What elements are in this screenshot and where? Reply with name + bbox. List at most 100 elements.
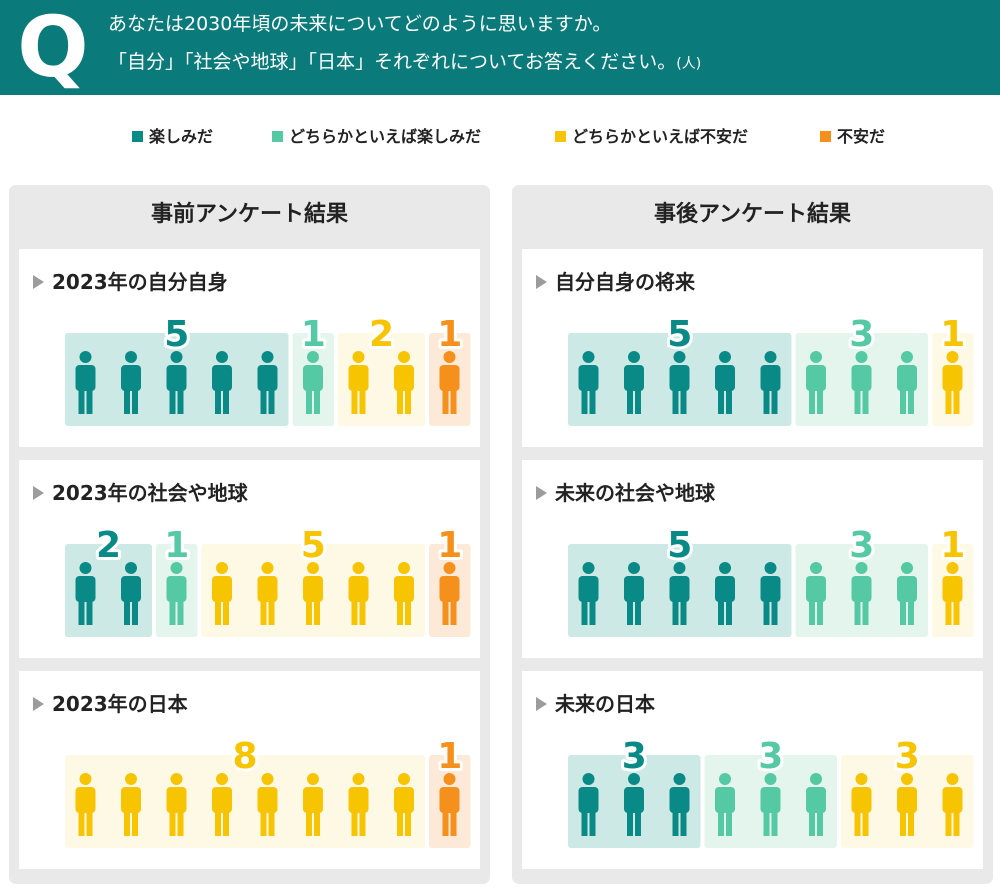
legend-item-somewhat-tanoshimi: どちらかといえば楽しみだ [272, 125, 481, 149]
person-icon [760, 351, 781, 414]
person-icon [806, 773, 826, 836]
chart-card-2: 2 1 5 1 2023年の社会や地球 [19, 460, 480, 658]
legend-label-somewhat-tanoshimi: どちらかといえば楽しみだ [289, 127, 482, 146]
chart-title-text-6: 未来の日本 [555, 692, 655, 716]
person-icon [166, 351, 187, 414]
legend-swatch-somewhat-tanoshimi [272, 130, 283, 142]
person-icon [75, 351, 96, 414]
legend-label-tanoshimi: 楽しみだ [149, 127, 214, 146]
person-icon [121, 562, 141, 625]
triangle-icon [33, 275, 44, 289]
person-icon [851, 562, 872, 625]
person-icon [578, 773, 599, 836]
pictogram-chart-2: 2 1 5 1 [65, 522, 471, 637]
data-label-somewhat-fuan: 3 [895, 736, 920, 777]
data-label-fuan: 1 [437, 314, 462, 355]
chart-title-text-2: 2023年の社会や地球 [52, 481, 248, 505]
person-icon [257, 773, 278, 836]
legend-item-tanoshimi: 楽しみだ [132, 125, 213, 149]
legend: 楽しみだ どちらかといえば楽しみだ どちらかといえば不安だ 不安だ [0, 125, 1000, 149]
legend-item-somewhat-fuan: どちらかといえば不安だ [555, 125, 748, 149]
person-icon [348, 773, 369, 836]
question-line-2: 「自分」「社会や地球」「日本」それぞれについてお答えください。(人) [108, 49, 701, 77]
person-icon [897, 773, 917, 836]
data-label-somewhat-fuan: 5 [301, 525, 326, 566]
bar-group-somewhat-tanoshimi: 1 [292, 311, 334, 426]
person-icon [75, 562, 96, 625]
triangle-icon [536, 697, 547, 711]
bar-group-tanoshimi: 3 [568, 733, 701, 848]
bar-group-somewhat-tanoshimi: 1 [156, 522, 198, 637]
triangle-icon [33, 486, 44, 500]
chart-title-text-1: 2023年の自分自身 [52, 270, 228, 294]
data-label-somewhat-tanoshimi: 3 [758, 736, 783, 777]
person-icon [942, 351, 963, 414]
person-icon [715, 562, 735, 625]
question-unit: (人) [676, 56, 702, 72]
pre-survey-title: 事前アンケート結果 [150, 202, 349, 227]
person-icon [257, 562, 278, 625]
legend-label-somewhat-fuan: どちらかといえば不安だ [572, 127, 749, 146]
data-label-tanoshimi: 5 [667, 314, 692, 355]
chart-card-4: 5 3 1 自分自身の将来 [522, 249, 983, 447]
chart-title-6: 未来の日本 [536, 690, 655, 718]
person-icon [760, 773, 781, 836]
chart-title-text-4: 自分自身の将来 [555, 270, 695, 294]
data-label-fuan: 1 [437, 736, 462, 777]
person-icon [439, 351, 460, 414]
data-label-tanoshimi: 2 [96, 525, 121, 566]
chart-card-1: 5 1 2 1 2023年の自分自身 [19, 249, 480, 447]
chart-title-2: 2023年の社会や地球 [33, 479, 248, 507]
person-icon [942, 562, 963, 625]
bar-group-somewhat-fuan: 5 [201, 522, 425, 637]
person-icon [578, 351, 599, 414]
person-icon [669, 562, 690, 625]
person-icon [303, 562, 323, 625]
triangle-icon [536, 486, 547, 500]
data-label-somewhat-fuan: 2 [369, 314, 394, 355]
person-icon [439, 773, 460, 836]
bar-group-tanoshimi: 5 [568, 311, 792, 426]
person-icon [394, 351, 414, 414]
person-icon [348, 562, 369, 625]
pictogram-chart-5: 5 3 1 [568, 522, 974, 637]
person-icon [166, 773, 187, 836]
person-icon [624, 562, 644, 625]
legend-swatch-tanoshimi [132, 130, 143, 142]
person-icon [394, 773, 414, 836]
bar-group-somewhat-tanoshimi: 3 [795, 522, 928, 637]
person-icon [624, 773, 644, 836]
bar-group-somewhat-fuan: 2 [338, 311, 425, 426]
question-line-1: あなたは2030年頃の未来についてどのように思いますか。 [108, 13, 612, 35]
q-mark: Q [17, 0, 89, 96]
bar-group-somewhat-fuan: 8 [65, 733, 425, 848]
bar-group-fuan: 1 [429, 733, 471, 848]
chart-title-text-5: 未来の社会や地球 [555, 481, 715, 505]
person-icon [212, 562, 232, 625]
bar-group-somewhat-fuan: 3 [841, 733, 974, 848]
person-icon [121, 351, 141, 414]
bar-group-tanoshimi: 5 [568, 522, 792, 637]
bar-group-somewhat-fuan: 1 [932, 522, 974, 637]
pictogram-chart-1: 5 1 2 1 [65, 311, 471, 426]
chart-card-5: 5 3 1 未来の社会や地球 [522, 460, 983, 658]
person-icon [439, 562, 460, 625]
bar-group-somewhat-fuan: 1 [932, 311, 974, 426]
bar-group-somewhat-tanoshimi: 3 [704, 733, 837, 848]
data-label-somewhat-tanoshimi: 1 [164, 525, 189, 566]
person-icon [806, 351, 826, 414]
data-label-somewhat-tanoshimi: 3 [849, 525, 874, 566]
data-label-somewhat-fuan: 1 [940, 314, 965, 355]
pictogram-chart-6: 3 3 3 [568, 733, 974, 848]
bar-somewhat-fuan [65, 755, 425, 848]
person-icon [897, 562, 917, 625]
person-icon [212, 773, 232, 836]
bar-group-fuan: 1 [429, 311, 471, 426]
legend-label-fuan: 不安だ [837, 127, 886, 146]
chart-title-5: 未来の社会や地球 [536, 479, 715, 507]
person-icon [394, 562, 414, 625]
person-icon [348, 351, 369, 414]
person-icon [851, 773, 872, 836]
